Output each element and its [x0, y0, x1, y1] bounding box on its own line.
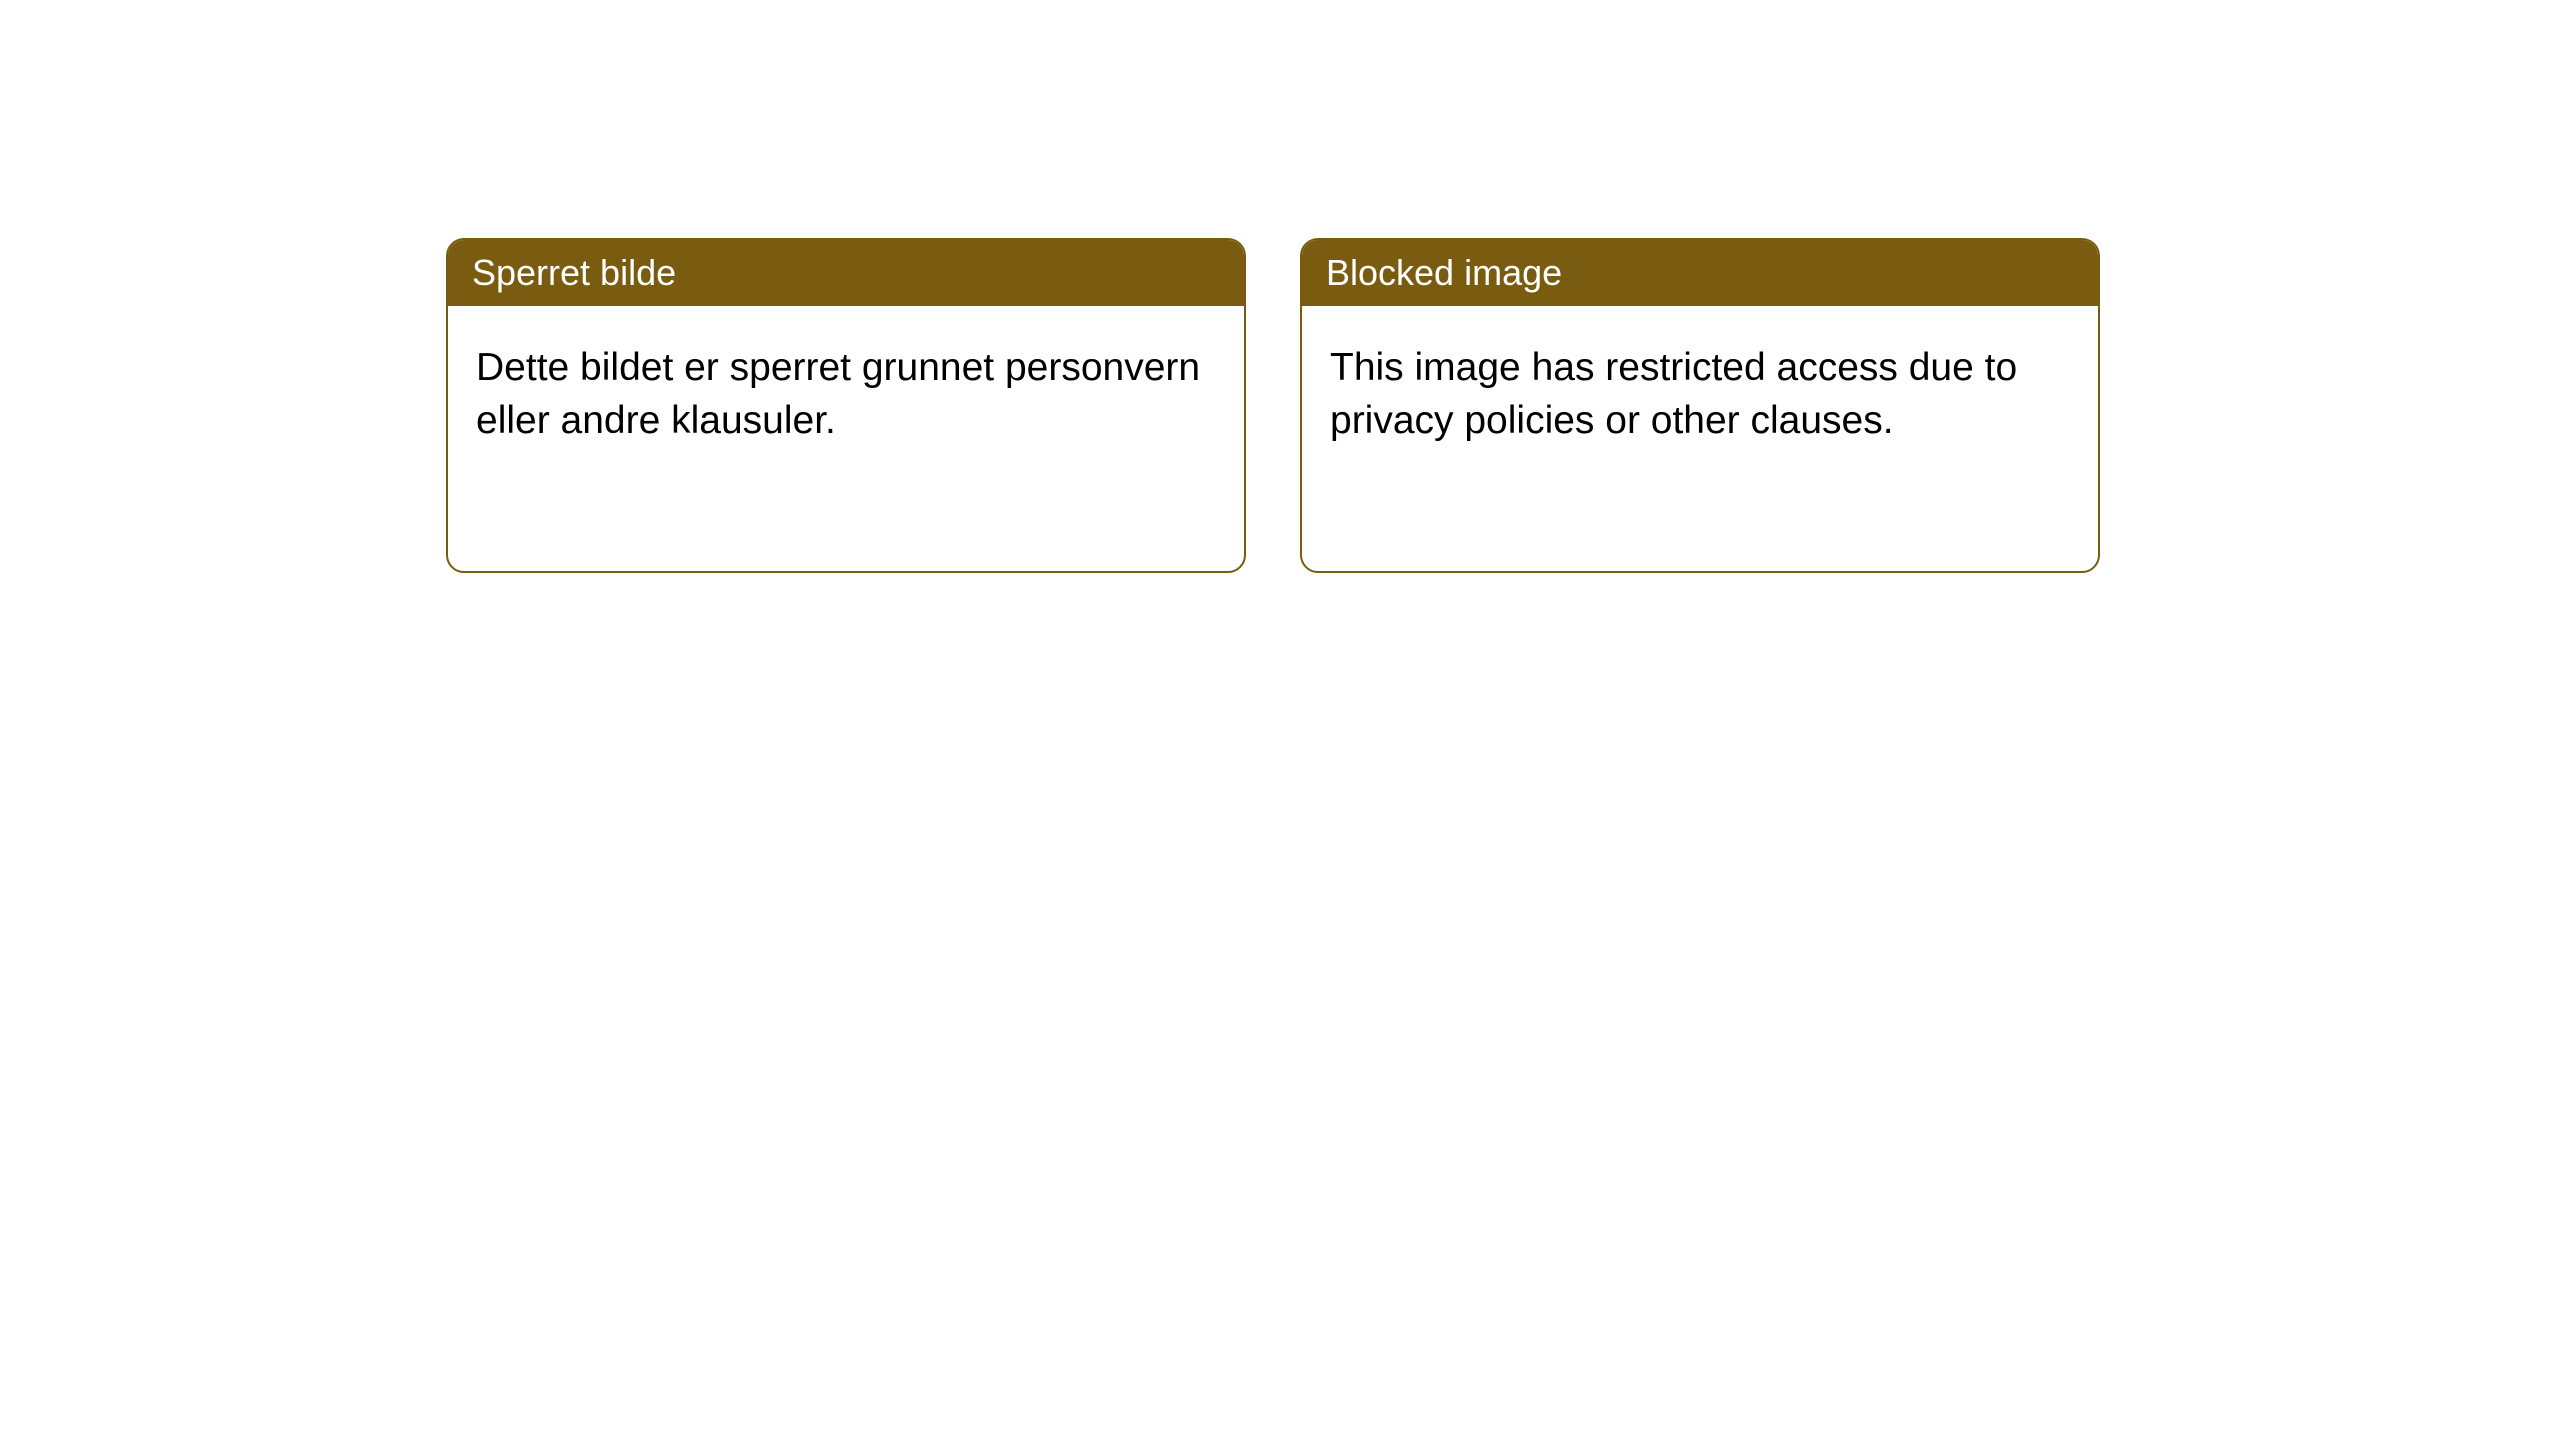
card-title-norwegian: Sperret bilde [472, 252, 676, 293]
notice-card-norwegian: Sperret bilde Dette bildet er sperret gr… [446, 238, 1246, 573]
card-header-norwegian: Sperret bilde [448, 240, 1244, 306]
card-body-english: This image has restricted access due to … [1302, 306, 2098, 483]
notice-card-container: Sperret bilde Dette bildet er sperret gr… [446, 238, 2100, 573]
card-body-norwegian: Dette bildet er sperret grunnet personve… [448, 306, 1244, 483]
card-header-english: Blocked image [1302, 240, 2098, 306]
card-text-english: This image has restricted access due to … [1330, 346, 2017, 442]
card-text-norwegian: Dette bildet er sperret grunnet personve… [476, 346, 1200, 442]
card-title-english: Blocked image [1326, 252, 1562, 293]
notice-card-english: Blocked image This image has restricted … [1300, 238, 2100, 573]
